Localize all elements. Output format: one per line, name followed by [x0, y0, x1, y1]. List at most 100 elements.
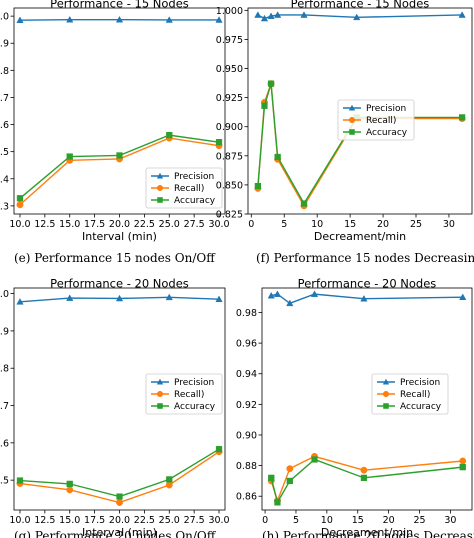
data-point-accuracy [166, 131, 173, 139]
data-point-accuracy [16, 195, 24, 202]
y-tick-label: 0.825 [216, 210, 243, 221]
x-tick-label: 25.0 [159, 219, 180, 230]
data-point-accuracy [274, 153, 281, 161]
x-tick-label: 20.0 [109, 219, 130, 230]
data-point-precision [66, 15, 74, 23]
data-point-precision [215, 16, 223, 23]
y-tick-label: 0.950 [216, 64, 243, 75]
data-point-precision [353, 13, 361, 21]
data-point-accuracy [215, 139, 223, 146]
data-point-recall [360, 466, 368, 474]
data-point-precision [274, 11, 282, 18]
x-tick-label: 30.0 [208, 219, 229, 230]
legend: Precision Recall) Accuracy [145, 167, 223, 209]
data-point-recall [116, 499, 123, 506]
data-point-precision [115, 294, 124, 302]
legend-label: Precision [174, 378, 214, 388]
legend-marker [156, 390, 164, 398]
legend-label: Accuracy [174, 196, 216, 206]
series-group [16, 293, 223, 506]
data-point-precision [310, 290, 319, 297]
legend: Precision Recall) Accuracy [337, 99, 415, 141]
x-tick-label: 25.0 [159, 515, 180, 526]
legend-label: Precision [174, 172, 214, 182]
legend-box [145, 167, 223, 209]
x-tick-label: 10 [311, 219, 323, 230]
data-point-accuracy [66, 153, 73, 160]
y-tick-label: 0.88 [236, 461, 257, 472]
x-tick-label: 22.5 [134, 515, 155, 526]
data-point-accuracy [261, 102, 268, 109]
chart-panel-1: Performance - 15 Nodes 10.0 12.5 15.0 17.5 20… [0, 0, 230, 265]
x-tick-label: 17.5 [84, 515, 105, 526]
y-tick-label: 1.000 [216, 6, 243, 17]
data-point-precision [300, 11, 308, 18]
legend-label: Precision [400, 378, 440, 388]
legend-marker [156, 172, 164, 179]
y-tick-label: 0.5 [0, 476, 9, 487]
data-point-accuracy [116, 152, 123, 159]
legend: Precision Recall) Accuracy [371, 373, 449, 415]
data-point-recall [459, 457, 467, 465]
figure-caption: (e) Performance 15 nodes On/Off [14, 251, 216, 265]
chart-panel-2: Performance - 15 Nodes 0 5 10 15 20 25 30 0.825 0… [216, 0, 474, 265]
data-point-accuracy [268, 474, 275, 481]
y-tick-label: 0.5 [0, 147, 9, 158]
y-tick-label: 0.86 [236, 492, 257, 503]
data-point-accuracy [254, 182, 262, 190]
x-tick-label: 15.0 [59, 219, 80, 230]
y-tick-label: 0.94 [236, 369, 257, 380]
x-tick-label: 12.5 [34, 219, 55, 230]
y-tick-label: 0.900 [216, 122, 243, 133]
y-tick-label: 0.6 [0, 438, 9, 449]
y-tick-label: 0.7 [0, 93, 9, 104]
data-point-recall [165, 481, 173, 489]
data-point-recall [66, 486, 74, 494]
figure-caption: (h) Performance 20 nodes Decreasing [262, 529, 474, 538]
data-point-recall [286, 465, 294, 473]
x-tick-label: 5 [281, 219, 287, 230]
y-tick-label: 0.9 [0, 326, 9, 337]
x-tick-label: 10.0 [9, 219, 30, 230]
data-point-accuracy [116, 493, 123, 500]
chart-title: Performance - 15 Nodes [291, 0, 430, 11]
y-tick-label: 0.4 [0, 174, 9, 185]
data-point-precision [115, 15, 124, 23]
y-tick-label: 0.925 [216, 93, 243, 104]
legend-marker [157, 197, 163, 203]
data-point-precision [273, 290, 282, 297]
y-tick-label: 0.8 [0, 66, 9, 77]
data-point-precision [165, 16, 173, 23]
legend-label: Accuracy [174, 402, 216, 412]
y-tick-label: 0.7 [0, 401, 9, 412]
data-point-accuracy [459, 464, 466, 471]
legend-label: Recall) [400, 390, 430, 400]
x-tick-label: 12.5 [34, 515, 55, 526]
data-point-accuracy [267, 80, 275, 87]
x-tick-label: 22.5 [134, 219, 155, 230]
legend-marker [382, 390, 390, 398]
x-tick-label: 15.0 [59, 515, 80, 526]
legend-box [145, 373, 223, 415]
y-tick-label: 0.98 [236, 308, 257, 319]
x-axis-label: Interval (min) [82, 526, 157, 538]
legend-label: Recall) [174, 390, 204, 400]
legend-label: Accuracy [400, 402, 442, 412]
legend-marker [348, 104, 356, 111]
legend-marker [349, 129, 355, 135]
x-tick-label: 15 [352, 515, 364, 526]
x-tick-label: 27.5 [184, 219, 205, 230]
series-line-accuracy [270, 458, 463, 505]
legend-marker [348, 116, 356, 124]
x-axis-label: Decreament/min [314, 230, 406, 243]
data-point-accuracy [274, 499, 281, 506]
chart-title: Performance - 15 Nodes [50, 0, 189, 11]
data-point-accuracy [360, 474, 368, 481]
series-group [267, 290, 467, 506]
data-point-precision [165, 293, 173, 301]
legend: Precision Recall) Accuracy [145, 373, 223, 415]
chart-title: Performance - 20 Nodes [298, 277, 437, 291]
figure-caption: (g) Performance 20 nodes On/Off [14, 529, 217, 538]
y-tick-label: 0.3 [0, 201, 9, 212]
data-point-precision [267, 12, 275, 19]
